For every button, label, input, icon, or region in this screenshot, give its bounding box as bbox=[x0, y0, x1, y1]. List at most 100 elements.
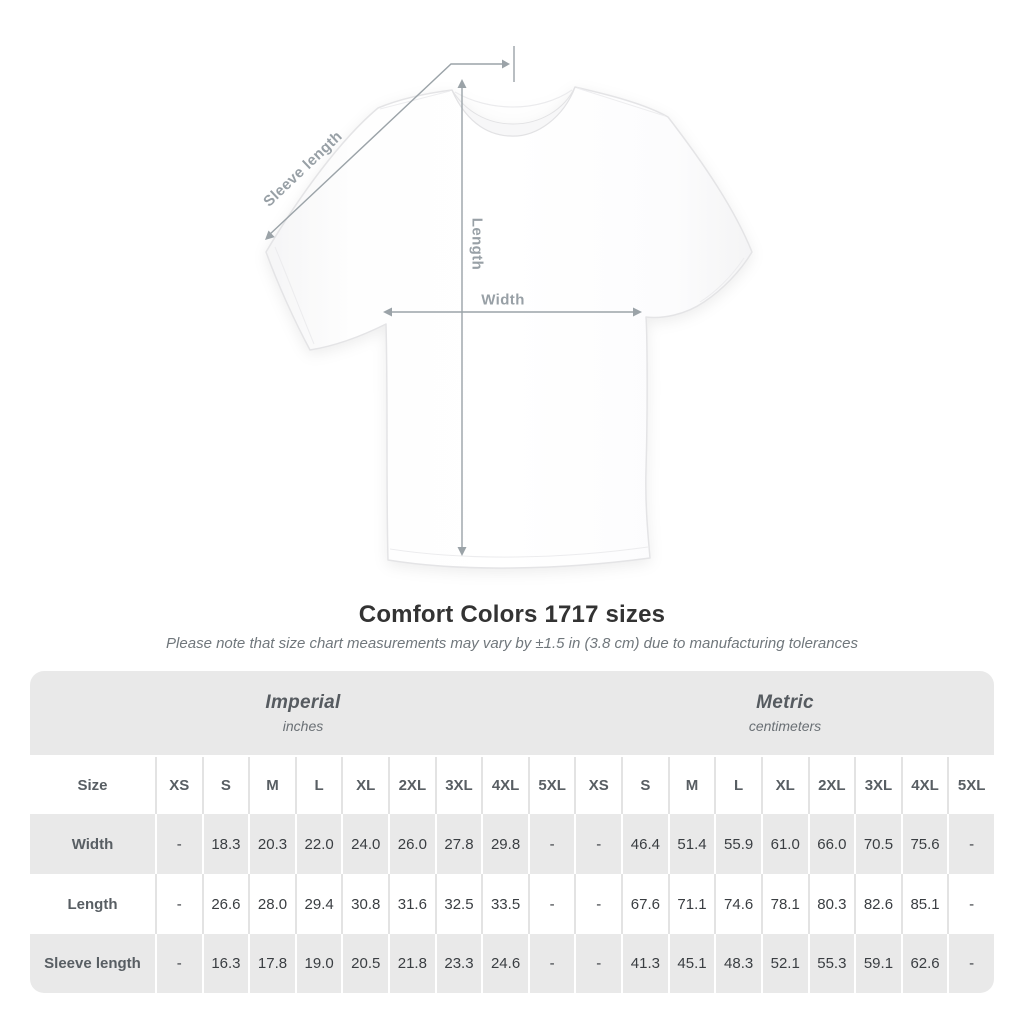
size-header-metric: 3XL bbox=[856, 757, 901, 814]
size-header-metric: M bbox=[669, 757, 715, 814]
measurement-cell: 29.8 bbox=[483, 814, 528, 874]
size-header-imperial: 2XL bbox=[390, 757, 435, 814]
measurement-cell: 26.0 bbox=[390, 814, 435, 874]
tshirt-diagram bbox=[265, 46, 753, 569]
measurement-cell: 29.4 bbox=[296, 874, 342, 934]
row-label: Width bbox=[30, 814, 155, 874]
measurement-cell: 32.5 bbox=[436, 874, 482, 934]
measurement-cell: 23.3 bbox=[436, 934, 482, 993]
measurement-cell: 55.9 bbox=[716, 814, 761, 874]
measurement-cell: 59.1 bbox=[856, 934, 901, 993]
tolerance-note: Please note that size chart measurements… bbox=[166, 635, 858, 652]
measurement-cell: 17.8 bbox=[250, 934, 295, 993]
measurement-cell: 55.3 bbox=[809, 934, 855, 993]
measurement-cell: 20.3 bbox=[250, 814, 295, 874]
unit-name-label: inches bbox=[282, 718, 324, 734]
size-header-metric: L bbox=[716, 757, 761, 814]
hem-seam bbox=[389, 546, 649, 558]
size-header-metric: 4XL bbox=[902, 757, 948, 814]
measurement-cell: 45.1 bbox=[669, 934, 715, 993]
measurement-cell: 26.6 bbox=[203, 874, 249, 934]
measurement-cell: 66.0 bbox=[809, 814, 855, 874]
length-label: Length bbox=[468, 217, 486, 271]
measurement-cell: 21.8 bbox=[390, 934, 435, 993]
measurement-cell: - bbox=[157, 934, 202, 993]
size-header-row: Size XS S M L XL 2XL 3XL 4XL 5XL XS S M L XL 2XL 3XL 4XL 5… bbox=[30, 757, 994, 814]
measurement-cell: 16.3 bbox=[203, 934, 249, 993]
measurement-cell: 41.3 bbox=[623, 934, 668, 993]
measurement-cell: 67.6 bbox=[623, 874, 668, 934]
measurement-cell: 46.4 bbox=[623, 814, 668, 874]
unit-group-imperial: Imperial inches bbox=[30, 671, 576, 755]
measurement-cell: 62.6 bbox=[902, 934, 948, 993]
size-header-imperial: M bbox=[250, 757, 295, 814]
measurement-cell: - bbox=[157, 874, 202, 934]
measurement-cell: - bbox=[529, 814, 575, 874]
collar-band bbox=[451, 86, 576, 137]
size-column-header: Size bbox=[30, 757, 155, 814]
width-label: Width bbox=[481, 291, 525, 309]
collar-back-seam bbox=[454, 89, 573, 108]
measurement-lines bbox=[265, 46, 642, 556]
measurement-cell: 19.0 bbox=[296, 934, 342, 993]
row-label: Sleeve length bbox=[30, 934, 155, 993]
measurement-cell: - bbox=[949, 814, 994, 874]
table-row: Sleeve length -16.3 17.8 19.0 20.5 21.8 23.3 24… bbox=[30, 934, 994, 993]
cuff-seam-left bbox=[274, 246, 315, 345]
measurement-cell: - bbox=[529, 934, 575, 993]
width-measure-line bbox=[383, 307, 642, 317]
unit-name-label: centimeters bbox=[748, 718, 822, 734]
measurement-cell: 18.3 bbox=[203, 814, 249, 874]
measurement-cell: - bbox=[576, 934, 622, 993]
size-header-imperial: L bbox=[296, 757, 342, 814]
size-header-imperial: S bbox=[203, 757, 249, 814]
measurement-cell: 33.5 bbox=[483, 874, 528, 934]
measurement-cell: 85.1 bbox=[902, 874, 948, 934]
size-header-imperial: XS bbox=[157, 757, 202, 814]
measurement-cell: 51.4 bbox=[669, 814, 715, 874]
size-header-metric: 2XL bbox=[809, 757, 855, 814]
unit-group-metric: Metric centimeters bbox=[576, 671, 994, 755]
measurement-cell: 52.1 bbox=[762, 934, 808, 993]
measurement-cell: 31.6 bbox=[390, 874, 435, 934]
measurement-cell: - bbox=[529, 874, 575, 934]
measurement-cell: 78.1 bbox=[762, 874, 808, 934]
measurement-cell: 74.6 bbox=[716, 874, 761, 934]
table-row: Width -18.3 20.3 22.0 24.0 26.0 27.8 29.8- -46.4… bbox=[30, 814, 994, 874]
measurement-cell: 20.5 bbox=[343, 934, 389, 993]
table-rows: Width -18.3 20.3 22.0 24.0 26.0 27.8 29.8- -46.4… bbox=[30, 814, 994, 993]
measurement-cell: 61.0 bbox=[762, 814, 808, 874]
tshirt-outline bbox=[265, 86, 753, 569]
shoulder-seam-right bbox=[576, 87, 666, 117]
measurement-cell: - bbox=[949, 934, 994, 993]
measurement-cell: - bbox=[949, 874, 994, 934]
measurement-cell: 27.8 bbox=[436, 814, 482, 874]
size-header-metric: XS bbox=[576, 757, 622, 814]
size-header-metric: 5XL bbox=[949, 757, 994, 814]
row-label: Length bbox=[30, 874, 155, 934]
length-measure-line bbox=[457, 79, 467, 556]
measurement-cell: - bbox=[157, 814, 202, 874]
size-header-imperial: XL bbox=[343, 757, 389, 814]
size-table: Imperial inches Metric centimeters Size X… bbox=[30, 671, 994, 993]
size-header-imperial: 5XL bbox=[529, 757, 575, 814]
measurement-cell: 48.3 bbox=[716, 934, 761, 993]
size-header-metric: XL bbox=[762, 757, 808, 814]
measurement-cell: 82.6 bbox=[856, 874, 901, 934]
sleeve-measure-line bbox=[265, 46, 515, 240]
page-title: Comfort Colors 1717 sizes bbox=[358, 601, 666, 628]
measurement-cell: 80.3 bbox=[809, 874, 855, 934]
measurement-cell: 24.0 bbox=[343, 814, 389, 874]
size-header-imperial: 4XL bbox=[483, 757, 528, 814]
cuff-seam-right bbox=[699, 257, 745, 303]
measurement-cell: 28.0 bbox=[250, 874, 295, 934]
measurement-cell: 70.5 bbox=[856, 814, 901, 874]
unit-system-label: Imperial bbox=[265, 692, 341, 713]
table-row: Length -26.6 28.0 29.4 30.8 31.6 32.5 33.5- -67.… bbox=[30, 874, 994, 934]
measurement-cell: 24.6 bbox=[483, 934, 528, 993]
tshirt-illustration bbox=[265, 86, 753, 569]
measurement-cell: - bbox=[576, 814, 622, 874]
measurement-cell: 71.1 bbox=[669, 874, 715, 934]
unit-header-row: Imperial inches Metric centimeters bbox=[30, 671, 994, 755]
